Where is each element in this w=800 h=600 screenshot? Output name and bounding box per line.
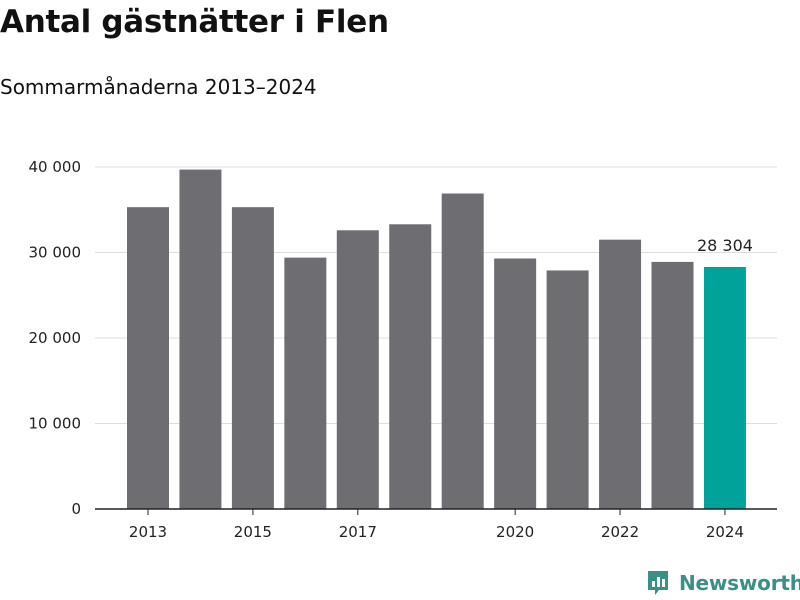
bar-2020 — [494, 258, 537, 509]
bar-2018 — [389, 224, 432, 509]
x-tick-label: 2015 — [234, 523, 272, 541]
y-tick-label: 20 000 — [29, 329, 82, 347]
bar-2021 — [546, 270, 589, 509]
y-tick-label: 0 — [71, 500, 81, 518]
x-tick-label: 2013 — [129, 523, 167, 541]
labels: 0 10 000 20 000 30 000 40 000 2013 2015 2017 202… — [29, 158, 753, 541]
bar-2016 — [284, 257, 327, 509]
brand-name: Newsworthy — [679, 571, 800, 595]
bar-2017 — [336, 230, 379, 509]
y-tick-label: 40 000 — [29, 158, 82, 176]
bar-2023 — [651, 261, 694, 509]
x-tick-label: 2024 — [706, 523, 744, 541]
newsworthy-logo-icon — [648, 571, 668, 595]
y-tick-label: 30 000 — [29, 244, 82, 262]
y-tick-label: 10 000 — [29, 415, 82, 433]
chart-subtitle: Sommarmånaderna 2013–2024 — [0, 75, 317, 99]
bar-2013 — [127, 207, 169, 509]
bar-2015 — [231, 207, 274, 509]
bars — [127, 169, 746, 510]
x-tick-label: 2022 — [601, 523, 639, 541]
bar-2024 — [703, 267, 746, 509]
x-tick-label: 2020 — [496, 523, 534, 541]
data-label: 28 304 — [697, 236, 753, 255]
x-tick-label: 2017 — [339, 523, 377, 541]
axes — [95, 508, 777, 515]
chart-title: Antal gästnätter i Flen — [0, 4, 389, 40]
brand-logo: Newsworthy — [645, 568, 800, 598]
bar-2022 — [599, 239, 642, 510]
bar-2014 — [179, 169, 222, 509]
bar-2019 — [441, 193, 484, 509]
